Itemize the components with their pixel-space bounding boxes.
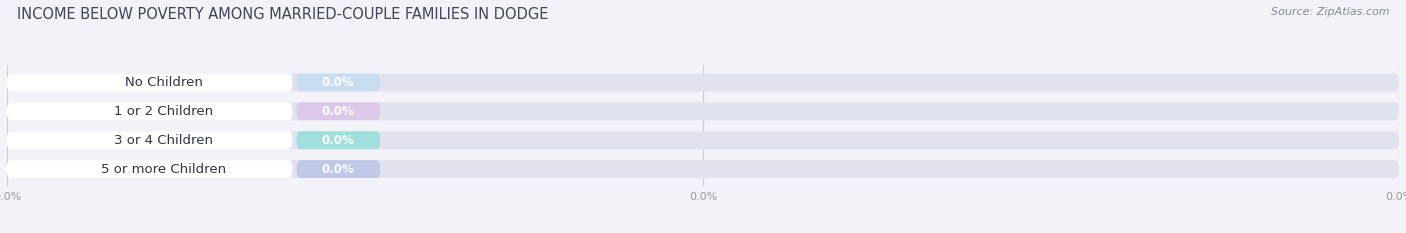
Text: 5 or more Children: 5 or more Children [101,163,226,176]
FancyBboxPatch shape [297,103,380,120]
FancyBboxPatch shape [7,160,292,178]
FancyBboxPatch shape [7,103,1399,120]
FancyBboxPatch shape [297,74,380,92]
Text: 0.0%: 0.0% [322,163,354,176]
Text: 0.0%: 0.0% [322,134,354,147]
FancyBboxPatch shape [297,131,380,149]
FancyBboxPatch shape [7,103,292,120]
FancyBboxPatch shape [7,160,1399,178]
Text: 0.0%: 0.0% [322,76,354,89]
Text: 0.0%: 0.0% [322,105,354,118]
FancyBboxPatch shape [7,74,292,92]
FancyBboxPatch shape [7,131,292,149]
Text: Source: ZipAtlas.com: Source: ZipAtlas.com [1271,7,1389,17]
Text: INCOME BELOW POVERTY AMONG MARRIED-COUPLE FAMILIES IN DODGE: INCOME BELOW POVERTY AMONG MARRIED-COUPL… [17,7,548,22]
Text: 1 or 2 Children: 1 or 2 Children [114,105,214,118]
FancyBboxPatch shape [7,131,1399,149]
Text: 3 or 4 Children: 3 or 4 Children [114,134,214,147]
FancyBboxPatch shape [7,74,1399,92]
Text: No Children: No Children [125,76,202,89]
FancyBboxPatch shape [297,160,380,178]
